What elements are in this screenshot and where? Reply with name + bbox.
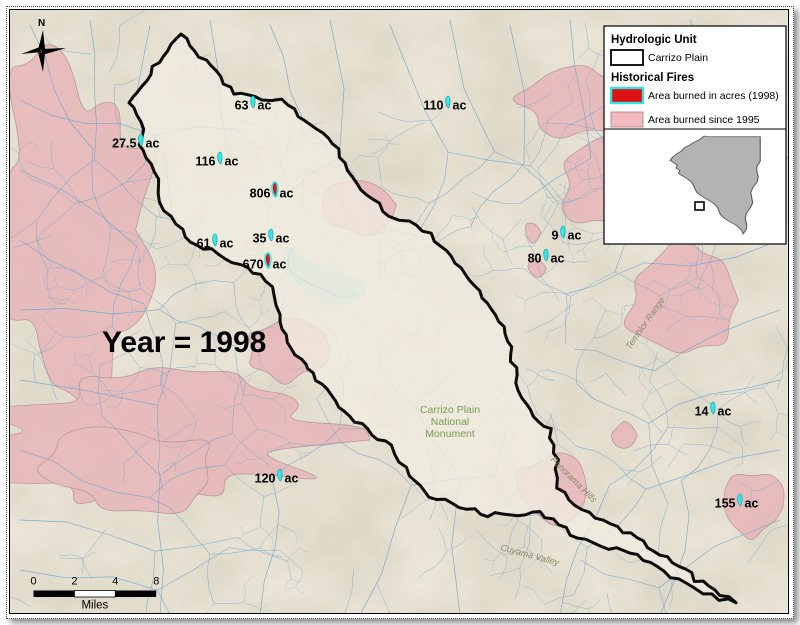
svg-text:ac: ac [220, 237, 234, 251]
svg-text:9: 9 [552, 229, 559, 243]
svg-text:Year = 1998: Year = 1998 [102, 326, 266, 359]
svg-text:8: 8 [153, 576, 159, 588]
svg-text:ac: ac [745, 497, 759, 511]
svg-text:ac: ac [258, 99, 272, 113]
svg-text:ac: ac [276, 232, 290, 246]
svg-text:Area burned in acres (1998): Area burned in acres (1998) [648, 90, 779, 102]
svg-text:ac: ac [718, 405, 732, 419]
svg-text:ac: ac [285, 472, 299, 486]
svg-text:ac: ac [280, 187, 294, 201]
svg-text:Miles: Miles [81, 600, 108, 612]
svg-text:ac: ac [551, 252, 565, 266]
svg-text:N: N [38, 18, 45, 29]
svg-text:61: 61 [197, 237, 211, 251]
svg-text:14: 14 [695, 405, 709, 419]
svg-text:Carrizo Plain: Carrizo Plain [648, 52, 708, 64]
svg-text:670: 670 [243, 258, 264, 272]
svg-text:ac: ac [568, 229, 582, 243]
svg-text:0: 0 [30, 576, 36, 588]
svg-text:Historical Fires: Historical Fires [611, 72, 694, 84]
svg-text:806: 806 [250, 187, 271, 201]
svg-text:ac: ac [273, 258, 287, 272]
svg-text:116: 116 [195, 155, 215, 169]
svg-text:Monument: Monument [425, 428, 475, 440]
svg-text:110: 110 [423, 99, 443, 113]
svg-text:ac: ac [146, 137, 160, 151]
svg-text:120: 120 [255, 472, 276, 486]
svg-text:2: 2 [71, 576, 77, 588]
svg-text:National: National [431, 416, 470, 428]
svg-text:80: 80 [528, 252, 542, 266]
svg-text:4: 4 [112, 576, 118, 588]
svg-text:ac: ac [225, 155, 239, 169]
svg-text:35: 35 [253, 232, 267, 246]
svg-text:Area burned since 1995: Area burned since 1995 [648, 114, 760, 126]
svg-text:Hydrologic Unit: Hydrologic Unit [611, 34, 697, 46]
svg-text:155: 155 [715, 497, 736, 511]
svg-text:Carrizo Plain: Carrizo Plain [420, 404, 480, 416]
svg-text:ac: ac [453, 99, 467, 113]
svg-text:63: 63 [235, 99, 249, 113]
svg-text:27.5: 27.5 [112, 137, 136, 151]
